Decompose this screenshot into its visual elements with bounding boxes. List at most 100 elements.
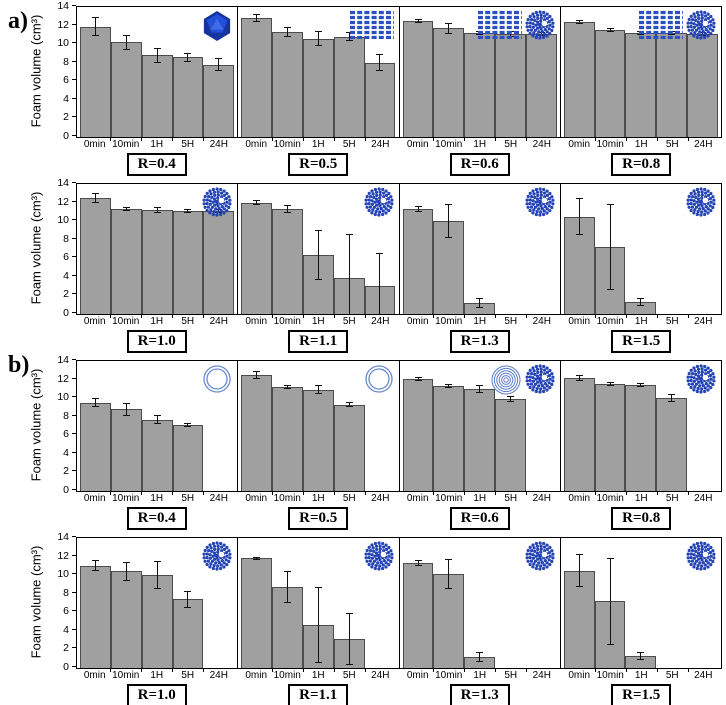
plot-strip [76,360,722,492]
error-bar-cap-bottom [345,406,353,408]
y-tick-label: 10 [57,214,69,227]
chart-panel-0.4 [77,361,237,491]
bar-0min [80,402,111,491]
error-bar [417,560,419,566]
y-axis-ticks: 0 2 4 6 8 10 12 14 [46,1,76,141]
x-tick-mark [364,315,366,318]
x-tick-mark [526,315,528,318]
ratio-label: R=0.6 [449,153,510,176]
bar-0min [402,209,434,314]
x-labels-panel: 0min 10min 1H 5H 24H [561,669,723,683]
x-tick-label: 0min [568,670,591,681]
error-bar-cap-top [284,385,292,387]
x-axis-row: 0min 10min 1H 5H 24H 0min 10min 1H 5H 24H 0min 10mi… [76,492,722,506]
error-bar-cap-top [215,58,223,60]
error-bar-cap-top [92,398,100,400]
bar-0min [80,26,111,137]
x-tick-label: 10min [273,670,301,681]
micelle-icon [525,364,555,399]
micelle-icon [525,541,555,576]
y-tick-mark [72,200,76,202]
error-bar-cap-bottom [606,31,614,33]
error-bar-cap-top [122,34,130,36]
error-bar-cap-bottom [184,606,192,608]
x-tick-mark [656,315,658,318]
multilamellar-icon [490,364,522,401]
y-tick-label: 12 [57,18,69,31]
error-bar [287,571,289,603]
x-tick-mark [625,138,627,141]
y-tick-mark [72,536,76,537]
x-tick-label: 5H [504,493,518,504]
structure-icons [364,187,394,222]
error-bar-cap-top [153,207,161,209]
x-tick-mark [526,492,528,495]
error-bar-cap-bottom [606,643,614,645]
y-tick-label: 14 [57,0,69,12]
structure-icons [525,541,555,576]
ratio-label-wrap: R=1.3 [399,684,561,705]
y-tick-mark [72,256,76,258]
chart-panel-0.6 [398,361,560,491]
micelle-icon [686,187,716,222]
error-bar [187,590,189,608]
x-tick-label: 0min [406,493,429,504]
x-labels-panel: 0min 10min 1H 5H 24H [561,492,723,506]
bar-10min [110,571,142,668]
error-bar-cap-bottom [284,602,292,603]
x-tick-mark [203,315,205,318]
error-bar-cap-top [122,402,130,404]
x-tick-mark [271,315,273,318]
y-tick-label: 8 [63,586,69,599]
y-tick-label: 12 [57,549,69,562]
y-tick-mark [72,470,76,472]
error-bar-cap-bottom [575,586,583,588]
x-tick-mark [172,315,174,318]
error-bar-cap-bottom [668,400,676,402]
y-tick-mark [72,293,76,295]
error-bar [156,561,158,590]
bar-10min [110,42,142,137]
x-tick-label: 0min [83,139,106,150]
x-tick-mark [203,492,205,495]
y-tick-label: 2 [63,288,69,301]
x-tick-label: 10min [435,139,463,150]
micelle-icon [202,541,232,576]
error-bar-cap-top [445,204,453,206]
error-bar [156,207,158,213]
error-bar-cap-bottom [314,393,322,395]
error-bar [448,22,450,34]
y-tick-label: 6 [63,251,69,264]
ratio-label-row: R=0.4 R=0.5 R=0.6 R=0.8 [76,153,722,179]
error-bar [187,423,189,427]
y-tick-label: 6 [63,605,69,618]
y-axis-title: Foam volume (cm³) [26,537,46,667]
error-bar-cap-bottom [637,386,645,387]
x-labels-panel: 0min 10min 1H 5H 24H [238,315,400,329]
x-tick-mark [110,138,112,141]
chart-row-b-0: Foam volume (cm³) 0 2 4 6 8 10 12 14 0min 10min 1H 5… [0,355,726,533]
y-tick-mark [72,414,76,416]
error-bar-cap-bottom [122,48,130,50]
error-bar [379,54,381,72]
error-bar-cap-top [445,559,453,561]
ratio-label-wrap: R=1.5 [561,330,723,356]
y-tick-label: 4 [63,446,69,459]
panels-column: 0min 10min 1H 5H 24H 0min 10min 1H 5H 24H 0min 10mi… [76,183,722,356]
bar-5H [333,36,365,137]
x-tick-label: 1H [634,139,648,150]
x-labels-panel: 0min 10min 1H 5H 24H [399,138,561,152]
bar-5H [172,57,204,137]
y-tick-label: 14 [57,177,69,189]
bar-1H [141,419,173,491]
x-tick-label: 10min [112,493,140,504]
x-tick-mark [110,492,112,495]
chart-row-a-0: Foam volume (cm³) 0 2 4 6 8 10 12 14 0min 10min 1H 5… [0,1,726,179]
error-bar-cap-bottom [637,304,645,306]
error-bar [317,587,319,664]
error-bar [218,58,220,72]
y-tick-label: 10 [57,37,69,50]
y-axis-ticks: 0 2 4 6 8 10 12 14 [46,355,76,495]
error-bar-cap-top [253,556,261,558]
error-bar-cap-bottom [476,660,484,662]
